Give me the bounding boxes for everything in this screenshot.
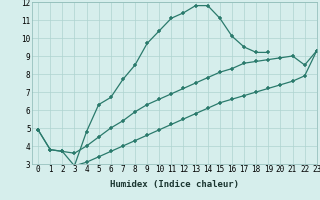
X-axis label: Humidex (Indice chaleur): Humidex (Indice chaleur) [110,180,239,189]
